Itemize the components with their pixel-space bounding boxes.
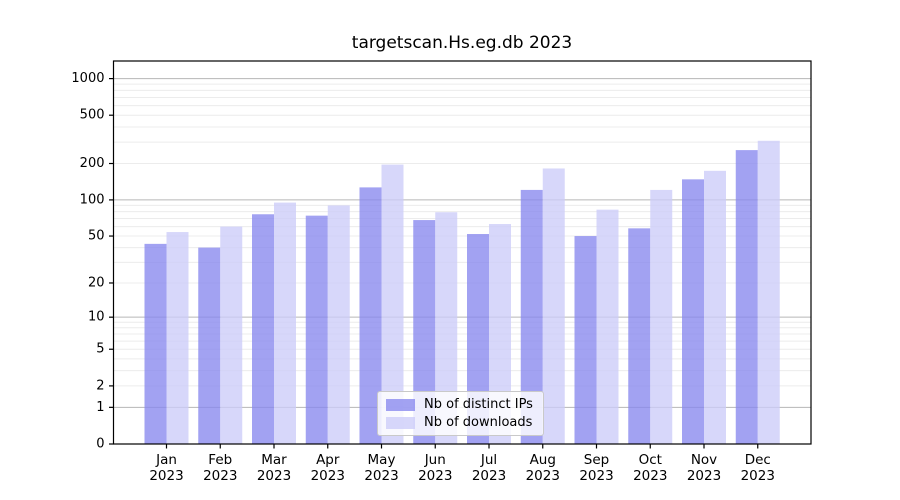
x-tick-label-year: 2023 <box>203 468 237 484</box>
x-tick-label-year: 2023 <box>257 468 291 484</box>
bar-downloads <box>542 168 565 444</box>
y-tick-label: 1000 <box>71 71 104 86</box>
x-tick-label-year: 2023 <box>364 468 398 484</box>
plot-frame <box>112 60 812 445</box>
x-tick-label-year: 2023 <box>633 468 667 484</box>
x-tick-label-month: Feb <box>208 452 232 468</box>
bar-distinct-ips <box>252 214 274 444</box>
legend-row-downloads: Nb of downloads <box>386 415 533 430</box>
x-tick-label-year: 2023 <box>149 468 183 484</box>
bar-downloads <box>489 224 511 444</box>
bar-downloads <box>274 202 296 444</box>
bar-downloads <box>327 205 350 444</box>
y-tick-label: 5 <box>96 342 104 357</box>
x-tick-label-month: Jan <box>155 452 177 468</box>
bar-distinct-ips <box>144 243 167 444</box>
bar-downloads <box>596 209 619 444</box>
y-tick-label: 100 <box>80 192 105 207</box>
x-tick-label-month: Jul <box>480 452 497 468</box>
y-tick-label: 200 <box>80 156 105 171</box>
y-tick-label: 50 <box>88 229 105 244</box>
x-tick-label-month: Dec <box>745 452 771 468</box>
chart-title: targetscan.Hs.eg.db 2023 <box>351 33 573 53</box>
x-tick-label-year: 2023 <box>418 468 452 484</box>
legend-swatch-distinct-ips <box>386 398 415 411</box>
y-tick-label: 500 <box>80 108 105 123</box>
legend-swatch-downloads <box>386 416 415 429</box>
y-tick-label: 2 <box>96 378 104 393</box>
x-tick-label-month: Jun <box>424 452 446 468</box>
bar-distinct-ips <box>305 215 328 444</box>
x-tick-label-month: Oct <box>639 452 662 468</box>
x-tick-label-month: Apr <box>316 452 340 468</box>
bar-distinct-ips <box>198 247 221 444</box>
bar-distinct-ips <box>735 150 758 445</box>
bar-distinct-ips <box>682 179 704 444</box>
legend-label-downloads: Nb of downloads <box>424 415 533 430</box>
x-tick-label-month: Aug <box>530 452 556 468</box>
bar-distinct-ips <box>628 228 651 444</box>
bar-distinct-ips <box>520 189 543 444</box>
x-tick-label-year: 2023 <box>311 468 345 484</box>
bar-downloads <box>166 232 189 444</box>
bar-distinct-ips <box>359 187 382 444</box>
bar-downloads <box>435 212 458 444</box>
x-tick-label-month: Mar <box>261 452 287 468</box>
x-tick-label-year: 2023 <box>687 468 721 484</box>
legend-label-distinct-ips: Nb of distinct IPs <box>424 397 533 412</box>
x-tick-label-year: 2023 <box>741 468 775 484</box>
y-tick-label: 20 <box>88 275 105 290</box>
bar-downloads <box>704 170 726 444</box>
bar-downloads <box>650 189 673 444</box>
x-tick-label-month: May <box>368 452 396 468</box>
y-tick-label: 1 <box>96 400 104 415</box>
y-tick-label: 0 <box>96 437 104 452</box>
x-tick-label-year: 2023 <box>526 468 560 484</box>
bar-distinct-ips <box>413 220 436 444</box>
legend-row-distinct-ips: Nb of distinct IPs <box>386 397 533 412</box>
bar-distinct-ips <box>574 236 597 444</box>
x-tick-label-year: 2023 <box>579 468 613 484</box>
bar-downloads <box>220 226 243 444</box>
bar-downloads <box>381 164 404 444</box>
x-tick-label-month: Nov <box>691 452 717 468</box>
x-tick-label-year: 2023 <box>472 468 506 484</box>
y-tick-label: 10 <box>88 310 105 325</box>
bar-downloads <box>757 140 780 444</box>
legend: Nb of distinct IPs Nb of downloads <box>377 391 544 436</box>
x-tick-label-month: Sep <box>584 452 609 468</box>
